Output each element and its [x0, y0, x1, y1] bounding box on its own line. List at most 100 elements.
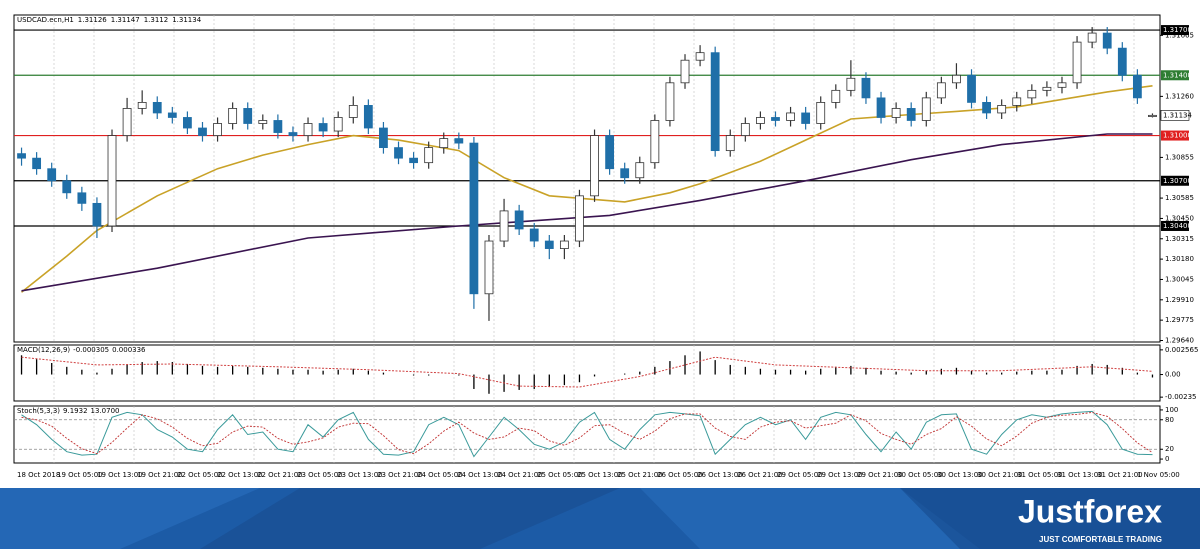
level-label: 1.30400 — [1163, 222, 1192, 230]
chart-header: USDCAD.ecn,H1 1.31126 1.31147 1.3112 1.31134 — [17, 16, 202, 24]
candle-body — [469, 142, 479, 295]
candle-body — [137, 102, 147, 109]
candle-body — [1087, 32, 1097, 43]
candle-body — [786, 112, 795, 121]
x-tick-label: 22 Oct 05:00 — [177, 471, 223, 479]
candle-body — [997, 105, 1007, 114]
candle-body — [861, 77, 871, 99]
level-label: 1.31400 — [1163, 71, 1192, 79]
x-tick-label: 19 Oct 05:00 — [57, 471, 103, 479]
x-tick-label: 30 Oct 13:00 — [937, 471, 983, 479]
candle-body — [967, 74, 976, 103]
x-tick-label: 31 Oct 05:00 — [1017, 471, 1063, 479]
candle-body — [47, 168, 57, 182]
x-tick-label: 24 Oct 05:00 — [417, 471, 463, 479]
candle-body — [77, 192, 87, 204]
x-tick-label: 23 Oct 21:00 — [377, 471, 423, 479]
candle-body — [635, 162, 645, 179]
candle-body — [484, 240, 494, 295]
y-tick-label: 1.30045 — [1165, 275, 1194, 283]
candle-body — [1012, 97, 1022, 106]
candle-body — [952, 74, 961, 84]
y-tick-label: 1.29640 — [1165, 336, 1194, 344]
banner: Justforex JUST COMFORTABLE TRADING — [0, 488, 1200, 549]
candle-body — [514, 210, 524, 230]
macd-signal-value: 0.000336 — [112, 346, 146, 354]
x-tick-label: 25 Oct 21:00 — [617, 471, 663, 479]
candle-body — [590, 135, 599, 197]
macd-value: -0.000305 — [73, 346, 109, 354]
candle-body — [1042, 86, 1052, 91]
candle-body — [740, 123, 750, 136]
level-box — [1161, 130, 1189, 141]
candle-body — [454, 138, 464, 144]
macd-panel — [13, 344, 1161, 402]
candle-body — [17, 153, 26, 159]
candle-body — [409, 157, 418, 164]
candle-body — [273, 120, 283, 133]
y-tick-label: 1.30315 — [1165, 235, 1194, 243]
y-tick-label: 1.31260 — [1165, 92, 1194, 100]
level-box — [1161, 175, 1189, 186]
candle-body — [167, 112, 177, 118]
candle-body — [1102, 32, 1112, 49]
candle-body — [982, 102, 991, 114]
candle-body — [333, 117, 343, 132]
candle-body — [424, 147, 434, 164]
logo: Justforex — [1018, 493, 1162, 529]
x-tick-label: 26 Oct 05:00 — [657, 471, 703, 479]
candle-body — [439, 138, 449, 149]
macd-header: MACD(12,26,9) -0.000305 0.000336 — [17, 346, 146, 354]
candle-body — [379, 127, 388, 149]
candle-body — [710, 52, 720, 152]
candle-body — [122, 108, 132, 136]
y-tick-label: -0.00235 — [1165, 393, 1196, 401]
candle-body — [499, 210, 509, 242]
banner-shape — [900, 488, 1200, 549]
x-tick-label: 22 Oct 21:00 — [257, 471, 303, 479]
y-tick-label: 0 — [1165, 455, 1169, 463]
candle-body — [906, 108, 916, 121]
candle-body — [152, 102, 162, 114]
x-tick-label: 29 Oct 05:00 — [777, 471, 823, 479]
x-tick-label: 29 Oct 21:00 — [857, 471, 903, 479]
y-tick-label: 1.30855 — [1165, 153, 1194, 161]
x-tick-label: 23 Oct 05:00 — [297, 471, 343, 479]
candle-body — [1148, 114, 1157, 117]
macd-signal — [21, 356, 1153, 388]
banner-shape — [0, 488, 260, 549]
x-tick-label: 26 Oct 13:00 — [697, 471, 743, 479]
candle-body — [92, 202, 102, 227]
candle-body — [665, 82, 675, 121]
candle-body — [831, 89, 841, 103]
y-tick-label: 1.30585 — [1165, 194, 1194, 202]
stoch-main-value: 9.1932 — [63, 407, 88, 415]
level-label: 1.31000 — [1163, 132, 1192, 140]
x-tick-label: 31 Oct 21:00 — [1097, 471, 1143, 479]
x-tick-label: 29 Oct 13:00 — [817, 471, 863, 479]
candle-body — [348, 105, 358, 118]
x-tick-label: 25 Oct 05:00 — [537, 471, 583, 479]
level-label: 1.31700 — [1163, 26, 1192, 34]
candle-body — [1117, 47, 1127, 76]
y-tick-label: 100 — [1165, 406, 1178, 414]
level-box — [1161, 70, 1189, 81]
candle-body — [725, 135, 735, 152]
candle-body — [243, 108, 253, 124]
x-tick-label: 18 Oct 2018 — [17, 471, 60, 479]
candle-body — [680, 59, 690, 84]
candle-body — [258, 120, 268, 124]
y-tick-label: 0.002565 — [1165, 346, 1198, 354]
background — [0, 0, 1200, 488]
candle-body — [891, 108, 901, 118]
candle-body — [363, 105, 373, 129]
moving-average — [21, 133, 1153, 292]
candle-body — [650, 120, 660, 164]
main-panel — [13, 14, 1161, 343]
banner-shape — [640, 488, 980, 549]
y-tick-label: 0.00 — [1165, 371, 1181, 379]
candle-body — [1057, 82, 1067, 88]
ohlc-low: 1.3112 — [144, 16, 169, 24]
candle-body — [228, 108, 238, 124]
candle-body — [1027, 89, 1037, 99]
